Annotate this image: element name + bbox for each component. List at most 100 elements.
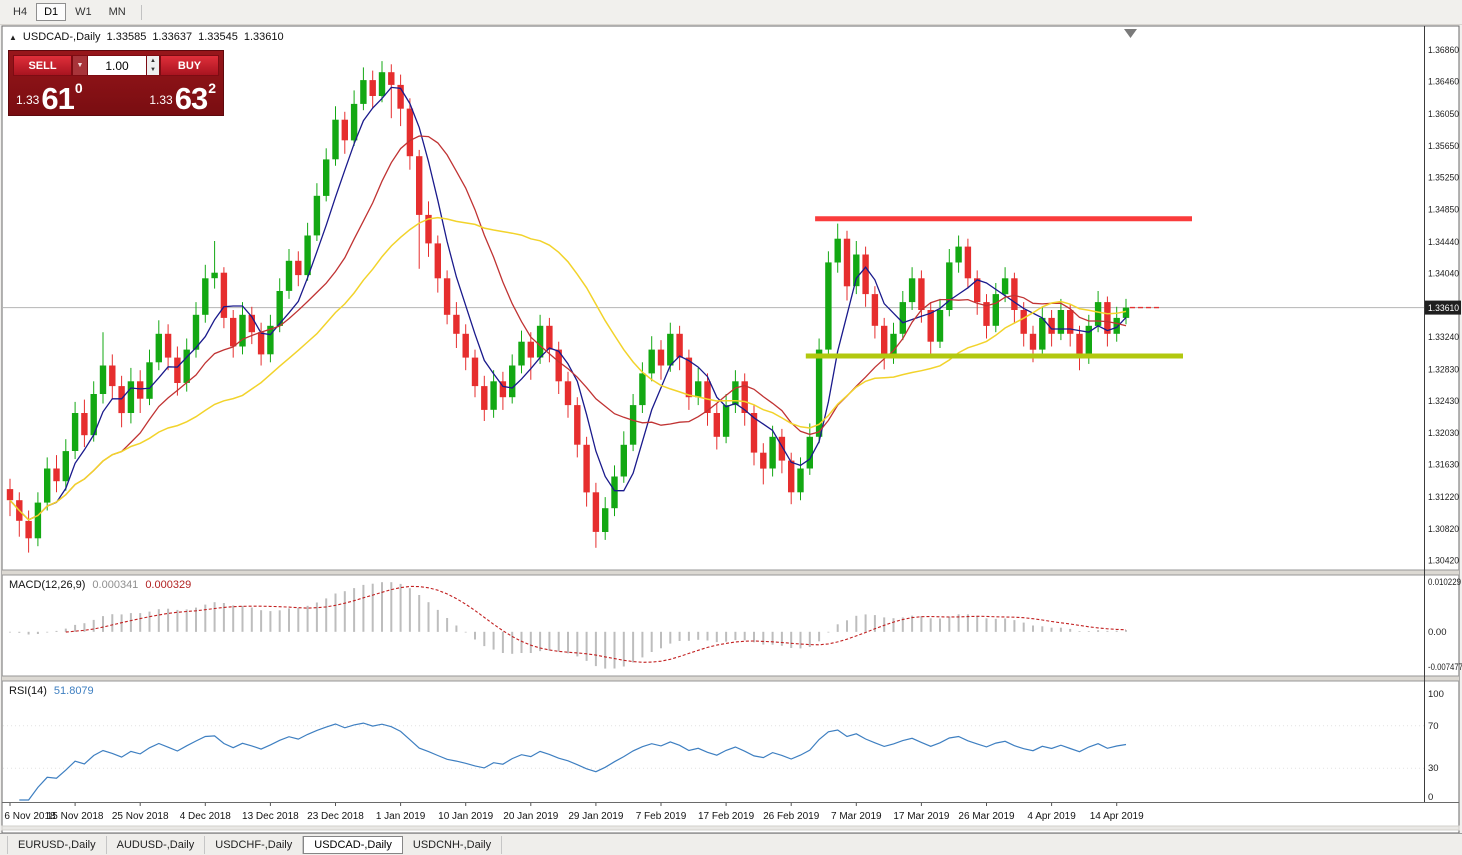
ohlc-close: 1.33610 [243, 31, 284, 43]
ma-line-fast [9, 86, 1127, 521]
period-tab-h4[interactable]: H4 [13, 6, 28, 18]
ohlc-low: 1.33545 [198, 31, 238, 43]
svg-text:29 Jan 2019: 29 Jan 2019 [568, 811, 623, 822]
spinner-up-icon[interactable]: ▲ [150, 57, 156, 64]
svg-text:26 Mar 2019: 26 Mar 2019 [958, 811, 1015, 822]
sell-button[interactable]: SELL [13, 55, 72, 76]
symbol-marker-icon: ▲ [9, 32, 17, 42]
rsi-indicator-label: RSI(14) 51.8079 [9, 685, 94, 697]
svg-text:6 Nov 2018: 6 Nov 2018 [4, 811, 56, 822]
svg-text:17 Mar 2019: 17 Mar 2019 [893, 811, 950, 822]
macd-main-value: 0.000341 [92, 579, 139, 591]
chart-tab-usdchf[interactable]: USDCHF-,Daily [205, 835, 304, 854]
svg-text:70: 70 [1428, 721, 1439, 732]
chart-symbol-period: USDCAD-,Daily [22, 31, 101, 43]
toolbar-separator [140, 4, 142, 20]
svg-text:10 Jan 2019: 10 Jan 2019 [438, 811, 493, 822]
current-price-tag: 1.33610 [1425, 300, 1461, 315]
ohlc-high: 1.33637 [152, 31, 193, 43]
spinner-down-icon[interactable]: ▼ [150, 67, 156, 74]
svg-text:1.32030: 1.32030 [1428, 428, 1459, 439]
period-toolbar: H4 D1 W1 MN [0, 0, 1462, 25]
rsi-line [19, 722, 1127, 801]
svg-text:-0.007477: -0.007477 [1428, 662, 1462, 673]
chart-tab-usdcad[interactable]: USDCAD-,Daily [303, 835, 403, 854]
macd-histogram [9, 582, 1127, 669]
svg-text:30: 30 [1428, 763, 1439, 774]
one-click-trading-panel: SELL ▼ 1.00 ▲ ▼ BUY 1.33 61 0 1.33 63 2 [8, 50, 224, 116]
ask-price-small: 1.33 [149, 93, 173, 107]
bid-price-big: 61 [41, 80, 74, 116]
svg-text:26 Feb 2019: 26 Feb 2019 [763, 811, 820, 822]
svg-text:4 Apr 2019: 4 Apr 2019 [1027, 811, 1076, 822]
macd-axis-labels[interactable]: 0.010229 0.00 -0.007477 [1428, 577, 1462, 673]
svg-text:4 Dec 2018: 4 Dec 2018 [180, 811, 232, 822]
svg-text:20 Jan 2019: 20 Jan 2019 [503, 811, 558, 822]
macd-title: MACD(12,26,9) [9, 579, 86, 591]
price-axis-labels[interactable]: 1.36860 1.36460 1.36050 1.35650 1.35250 1.348… [1428, 45, 1459, 567]
chart-tab-eurusd[interactable]: EURUSD-,Daily [7, 835, 107, 854]
macd-indicator-label: MACD(12,26,9) 0.000341 0.000329 [9, 579, 191, 591]
svg-text:0: 0 [1428, 792, 1433, 803]
svg-text:1.30820: 1.30820 [1428, 524, 1459, 535]
svg-text:7 Feb 2019: 7 Feb 2019 [636, 811, 687, 822]
rsi-value: 51.8079 [53, 685, 94, 697]
svg-text:13 Dec 2018: 13 Dec 2018 [242, 811, 299, 822]
ohlc-open: 1.33585 [106, 31, 147, 43]
svg-text:23 Dec 2018: 23 Dec 2018 [307, 811, 364, 822]
rsi-title: RSI(14) [9, 685, 47, 697]
period-tab-w1[interactable]: W1 [75, 6, 92, 18]
svg-text:14 Apr 2019: 14 Apr 2019 [1090, 811, 1144, 822]
svg-text:1.36460: 1.36460 [1428, 77, 1459, 88]
svg-text:0.00: 0.00 [1428, 627, 1447, 638]
svg-text:25 Nov 2018: 25 Nov 2018 [112, 811, 169, 822]
dropdown-arrow-icon: ▼ [76, 62, 84, 69]
volume-spinner: ▲ ▼ [147, 55, 160, 76]
svg-text:17 Feb 2019: 17 Feb 2019 [698, 811, 755, 822]
macd-signal-value: 0.000329 [145, 579, 192, 591]
svg-text:1.35250: 1.35250 [1428, 173, 1459, 184]
svg-text:1 Jan 2019: 1 Jan 2019 [376, 811, 426, 822]
ma-line-medium [9, 135, 1127, 521]
svg-text:1.33240: 1.33240 [1428, 332, 1459, 343]
svg-text:1.35650: 1.35650 [1428, 141, 1459, 152]
bid-price: 1.33 61 0 [16, 80, 83, 116]
buy-button[interactable]: BUY [160, 55, 219, 76]
svg-text:15 Nov 2018: 15 Nov 2018 [47, 811, 104, 822]
svg-text:7 Mar 2019: 7 Mar 2019 [831, 811, 882, 822]
macd-signal-line [65, 585, 1127, 663]
svg-text:1.33610: 1.33610 [1428, 303, 1459, 314]
svg-text:1.34040: 1.34040 [1428, 269, 1459, 280]
svg-text:100: 100 [1428, 689, 1444, 700]
candles[interactable] [6, 61, 1130, 553]
ask-price-big: 63 [174, 80, 208, 116]
rsi-axis-labels[interactable]: 100 70 30 0 [1428, 689, 1444, 803]
svg-text:1.36050: 1.36050 [1428, 109, 1459, 120]
period-tab-d1[interactable]: D1 [36, 3, 67, 21]
svg-text:0.010229: 0.010229 [1428, 577, 1461, 588]
period-tab-mn[interactable]: MN [108, 6, 126, 18]
chart-tab-audusd[interactable]: AUDUSD-,Daily [107, 835, 206, 854]
ma-line-slow [9, 216, 1127, 521]
chart-tab-bar: EURUSD-,Daily AUDUSD-,Daily USDCHF-,Dail… [0, 833, 1462, 855]
pane-separator[interactable] [2, 570, 1459, 575]
svg-text:1.30420: 1.30420 [1428, 556, 1459, 567]
bid-price-small: 1.33 [16, 93, 40, 107]
chart-tab-usdcnh[interactable]: USDCNH-,Daily [403, 835, 503, 854]
chart-window [1, 25, 1460, 834]
svg-text:1.36860: 1.36860 [1428, 45, 1459, 56]
horizontal-scrollbar[interactable] [1, 825, 1460, 831]
volume-dropdown-button[interactable]: ▼ [72, 55, 88, 76]
svg-text:1.31630: 1.31630 [1428, 460, 1459, 471]
svg-text:1.32830: 1.32830 [1428, 364, 1459, 375]
ask-price: 1.33 63 2 [149, 80, 216, 116]
pane-separator[interactable] [2, 676, 1459, 681]
bid-price-sup: 0 [74, 80, 83, 96]
svg-text:1.31220: 1.31220 [1428, 492, 1459, 503]
volume-input[interactable]: 1.00 [88, 55, 147, 76]
chart-shift-marker-icon[interactable] [1124, 29, 1137, 38]
svg-text:1.34850: 1.34850 [1428, 204, 1459, 215]
